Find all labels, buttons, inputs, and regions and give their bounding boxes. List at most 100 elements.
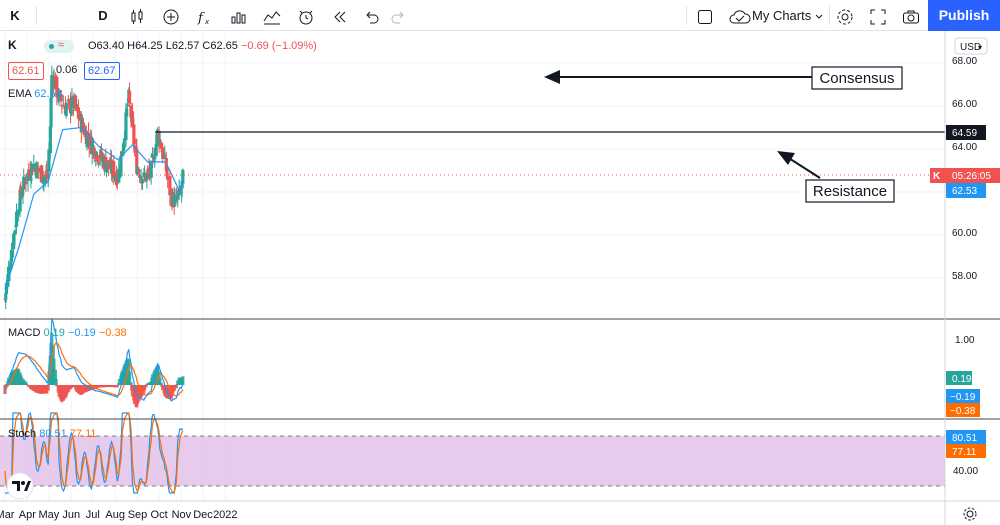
time-tick-label: Apr <box>19 509 36 521</box>
chart-canvas[interactable]: Consensus Resistance USD ▾ 68.00 66.00 6… <box>0 31 1000 525</box>
status-dot-icon <box>49 44 54 49</box>
redo-icon[interactable] <box>387 0 409 31</box>
candle-body <box>92 147 96 159</box>
candle-body <box>61 104 65 106</box>
fullscreen-icon[interactable] <box>867 0 889 31</box>
time-tick-label: Jun <box>62 509 80 521</box>
consensus-annotation[interactable]: Consensus <box>544 66 903 90</box>
candle-body <box>49 97 53 128</box>
signal-line-tag <box>946 403 980 417</box>
candle-body <box>9 249 14 263</box>
settings-gear-icon[interactable] <box>834 0 856 31</box>
ohlc-legend: O63.40 H64.25 L62.57 C62.65 −0.69 (−1.09… <box>88 40 317 52</box>
candle-body <box>50 75 54 98</box>
macd-hist-bar <box>46 385 50 391</box>
my-charts-button[interactable]: My Charts <box>752 8 812 23</box>
candle-body <box>42 176 46 182</box>
candle-body <box>19 196 24 199</box>
price-axis[interactable]: USD ▾ 68.00 66.00 64.00 60.00 58.00 64.5… <box>930 37 1000 282</box>
ema-price-tag <box>946 183 986 198</box>
ema-price-text: 62.53 <box>952 186 977 197</box>
chart-grid <box>0 31 945 501</box>
price-tick: 58.00 <box>952 271 977 282</box>
market-status-badge[interactable]: ≈ <box>44 39 74 53</box>
candle-body <box>47 149 51 172</box>
macd-line <box>4 317 184 402</box>
stoch-axis[interactable]: 80.51 77.11 40.00 <box>946 430 986 477</box>
macd-legend[interactable]: MACD 0.19 −0.19 −0.38 <box>8 327 127 339</box>
candle-body <box>31 167 35 172</box>
chart-type-candles-icon[interactable] <box>126 0 148 31</box>
layout-square-icon[interactable] <box>694 0 716 31</box>
replay-icon[interactable] <box>329 0 351 31</box>
candle-body <box>8 268 12 271</box>
interval-button[interactable]: D <box>98 8 108 23</box>
gear-icon[interactable] <box>963 507 977 521</box>
chevron-down-icon[interactable] <box>812 0 826 31</box>
toolbar-divider <box>686 6 687 25</box>
candle-body <box>107 160 111 168</box>
candle-body <box>158 139 162 143</box>
ohlc-change: −0.69 (−1.09%) <box>240 40 317 52</box>
macd-hist-bar <box>144 385 148 388</box>
currency-selector[interactable] <box>954 37 988 55</box>
candle-body <box>87 144 91 147</box>
stoch-legend[interactable]: Stoch 80.51 77.11 <box>8 428 97 440</box>
templates-icon[interactable] <box>261 0 283 31</box>
stoch-k-line <box>5 411 184 494</box>
sell-price-button[interactable]: 62.61 <box>8 62 44 80</box>
time-tick-label: Mar <box>0 509 15 521</box>
time-tick-label: Oct <box>151 509 168 521</box>
stoch-d-line <box>4 412 184 494</box>
macd-hist-bar <box>181 376 185 385</box>
time-axis[interactable]: Mar Apr May Jun Jul Aug Sep Oct Nov Dec 2022 <box>0 509 238 521</box>
publish-button[interactable]: Publish <box>928 0 1000 31</box>
candle-body <box>132 124 136 145</box>
candle-body <box>94 151 99 156</box>
undo-icon[interactable] <box>361 0 383 31</box>
tradingview-logo[interactable] <box>6 472 34 500</box>
macd-hist-bar <box>127 371 132 385</box>
candle-body <box>13 230 17 235</box>
candle-body <box>181 169 185 184</box>
candle-body <box>26 172 30 181</box>
candle-body <box>157 130 161 144</box>
candle-body <box>179 192 183 194</box>
candle-body <box>112 161 116 179</box>
candle-body <box>159 142 163 149</box>
candle-body <box>175 198 179 200</box>
macd-axis[interactable]: 1.00 0.19 −0.19 −0.38 <box>946 335 980 417</box>
candle-body <box>161 147 165 160</box>
candle-body <box>95 154 99 162</box>
financials-icon[interactable] <box>227 0 249 31</box>
candle-body <box>60 105 64 107</box>
candle-body <box>21 192 25 194</box>
candle-body <box>4 293 8 300</box>
consensus-box <box>811 66 903 90</box>
ema-legend[interactable]: EMA 62.53 <box>8 88 62 100</box>
wave-icon: ≈ <box>58 39 65 51</box>
toolbar-divider <box>829 6 830 25</box>
candle-body <box>140 180 145 184</box>
candle-body <box>117 168 121 183</box>
symbol-search-button[interactable]: K <box>10 8 20 23</box>
camera-icon[interactable] <box>900 0 922 31</box>
resistance-annotation[interactable]: Resistance <box>777 151 895 203</box>
resistance-price-tag <box>946 125 986 140</box>
candle-body <box>46 175 50 178</box>
macd-hist-tag-text: 0.19 <box>952 374 972 385</box>
buy-price-button[interactable]: 62.67 <box>84 62 120 80</box>
macd-legend-macd: −0.19 <box>67 327 96 339</box>
legend-symbol[interactable]: K <box>8 38 17 52</box>
candles <box>3 65 185 310</box>
time-tick-label: May <box>39 509 60 521</box>
stoch-k-tag-text: 80.51 <box>952 433 977 444</box>
alert-clock-icon[interactable] <box>295 0 317 31</box>
cloud-icon[interactable] <box>727 0 753 31</box>
add-compare-icon[interactable] <box>160 0 182 31</box>
candle-body <box>59 94 63 102</box>
stoch-d-tag-text: 77.11 <box>952 447 977 458</box>
candle-body <box>64 107 68 117</box>
